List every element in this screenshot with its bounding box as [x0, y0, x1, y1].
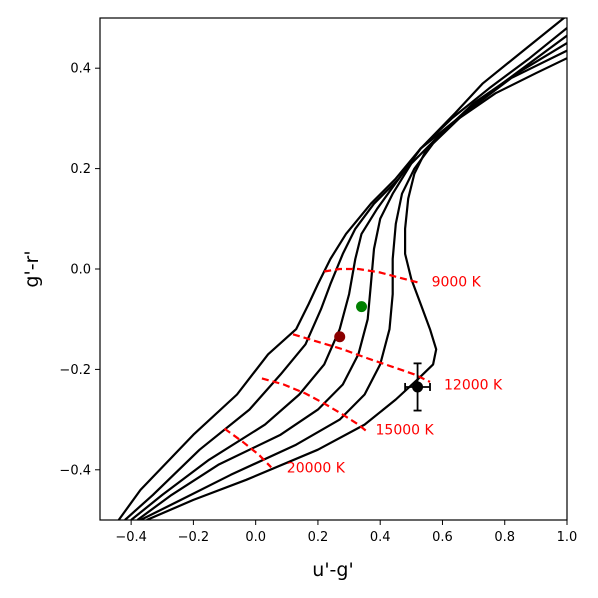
x-tick-label: 0.8	[494, 530, 515, 545]
y-tick-label: −0.2	[59, 363, 91, 378]
model-tracks	[117, 18, 567, 520]
x-axis-ticks: −0.4 −0.2 0.0 0.2 0.4 0.6 0.8 1.0	[115, 520, 577, 545]
isotherm-lines	[223, 267, 431, 469]
x-tick-label: 0.4	[370, 530, 391, 545]
model-track-3	[130, 34, 567, 520]
x-tick-label: −0.4	[115, 530, 147, 545]
data-point	[334, 331, 346, 343]
y-tick-label: 0.0	[70, 263, 91, 278]
x-tick-label: 0.6	[432, 530, 453, 545]
y-tick-label: 0.4	[70, 62, 91, 77]
y-tick-label: −0.4	[59, 463, 91, 478]
isotherm-labels: 9000 K 12000 K 15000 K 20000 K	[287, 275, 503, 477]
y-tick-label: 0.2	[70, 162, 91, 177]
data-point	[412, 381, 424, 393]
model-track-6	[146, 57, 567, 520]
isotherm-line	[324, 267, 421, 285]
isotherm-label: 20000 K	[287, 460, 346, 476]
model-track-5	[140, 49, 567, 520]
isotherm-label: 9000 K	[432, 275, 482, 291]
y-axis-label: g'-r'	[21, 250, 43, 287]
data-point	[356, 301, 368, 313]
isotherm-line	[292, 333, 431, 383]
x-tick-label: −0.2	[178, 530, 210, 545]
x-tick-label: 0.2	[308, 530, 329, 545]
isotherm-label: 12000 K	[444, 377, 503, 393]
model-track-2	[124, 27, 567, 520]
y-axis-ticks: −0.4 −0.2 0.0 0.2 0.4	[59, 62, 100, 478]
data-markers	[334, 301, 431, 412]
isotherm-line	[223, 427, 272, 469]
x-tick-label: 1.0	[557, 530, 578, 545]
isotherm-label: 15000 K	[376, 423, 435, 439]
model-track-1	[117, 18, 566, 520]
x-tick-label: 0.0	[245, 530, 266, 545]
isotherm-line	[261, 377, 369, 433]
x-axis-label: u'-g'	[312, 559, 353, 581]
